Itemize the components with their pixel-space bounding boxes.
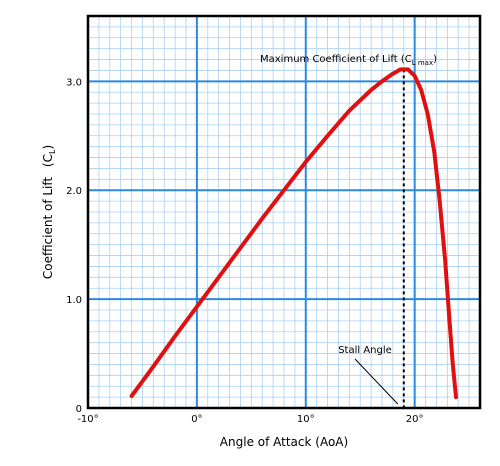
y-axis-label-text: Coefficient of Lift	[41, 177, 55, 280]
x-axis-label: Angle of Attack (AoA)	[220, 435, 348, 449]
x-tick-labels: -10° 0° 10° 20°	[77, 414, 423, 425]
y-tick-label: 2.0	[66, 186, 82, 197]
y-axis-label-subscript: L	[48, 149, 57, 154]
stall-angle-leader-line	[354, 358, 399, 405]
max-lift-annotation-text: Maximum Coefficient of Lift (C	[260, 54, 412, 65]
x-tick-label: 20°	[406, 414, 424, 425]
lift-curve-series	[129, 67, 458, 400]
x-tick-label: 0°	[191, 414, 202, 425]
stall-angle-annotation: Stall Angle	[338, 345, 392, 356]
y-axis-label-paren-close: )	[41, 145, 55, 150]
max-lift-annotation-end: )	[433, 54, 437, 65]
y-axis-label-paren-open: (	[41, 162, 55, 167]
max-lift-annotation: Maximum Coefficient of Lift (CL max)	[260, 54, 437, 67]
y-tick-label: 0	[76, 404, 82, 415]
y-tick-labels: 0 1.0 2.0 3.0	[66, 77, 82, 415]
grid-minor	[87, 15, 481, 409]
plot-frame	[86, 14, 482, 410]
y-axis-label: Coefficient of Lift (CL)	[41, 145, 57, 279]
y-tick-label: 3.0	[66, 77, 82, 88]
x-tick-label: 10°	[297, 414, 315, 425]
y-tick-label: 1.0	[66, 295, 82, 306]
max-lift-annotation-subscript: L max	[412, 59, 433, 67]
y-axis-label-symbol: C	[41, 154, 55, 162]
x-tick-label: -10°	[77, 414, 98, 425]
